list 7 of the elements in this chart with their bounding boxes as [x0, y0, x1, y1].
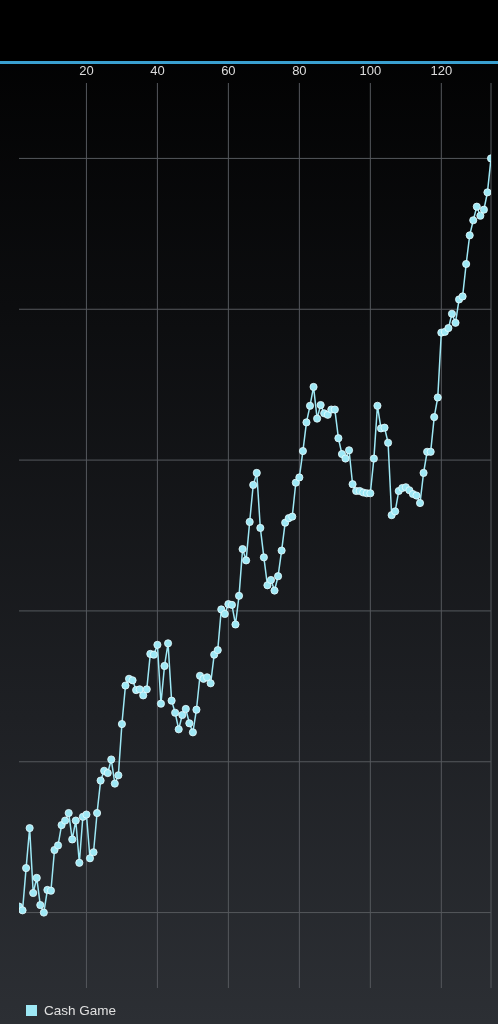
x-tick-label: 40 — [150, 63, 165, 78]
x-tick-label: 80 — [292, 63, 307, 78]
x-tick-label: 20 — [79, 63, 94, 78]
x-tick-label: 120 — [430, 63, 453, 78]
legend-label: Cash Game — [44, 1003, 117, 1018]
x-tick-label: 60 — [221, 63, 236, 78]
x-tick-label: 100 — [359, 63, 382, 78]
